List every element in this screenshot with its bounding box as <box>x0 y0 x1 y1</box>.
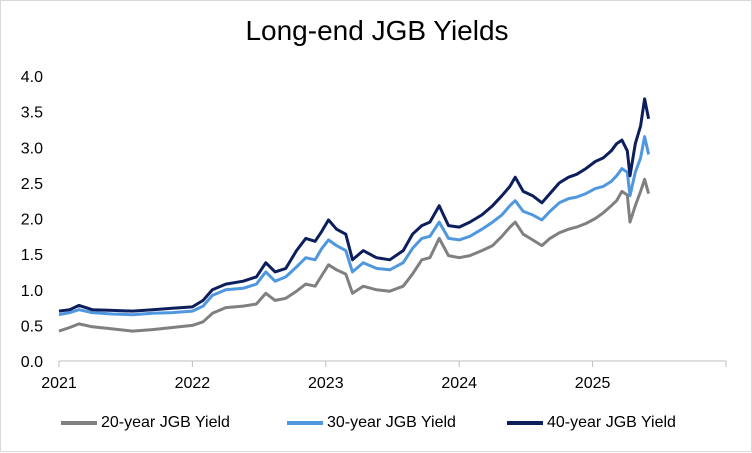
series-lines <box>58 97 651 333</box>
y-tick-label: 1.5 <box>21 247 43 264</box>
series-line-2 <box>58 97 651 313</box>
y-tick-label: 3.0 <box>21 140 43 157</box>
x-tick-label: 2021 <box>41 375 77 392</box>
y-tick-label: 2.5 <box>21 176 43 193</box>
y-tick-label: 3.5 <box>21 105 43 122</box>
legend-swatch-20y <box>61 421 97 425</box>
x-tick-label: 2023 <box>308 375 344 392</box>
y-tick-label: 0.5 <box>21 318 43 335</box>
series-line-0 <box>58 177 651 333</box>
y-tick-label: 4.0 <box>21 69 43 86</box>
x-axis: 2021 2022 2023 2024 2025 <box>41 360 727 392</box>
series-line-1 <box>58 135 651 317</box>
x-tick-label: 2022 <box>175 375 211 392</box>
x-tick-label: 2025 <box>575 375 611 392</box>
legend-item-20y: 20-year JGB Yield <box>61 409 230 437</box>
legend-label-20y: 20-year JGB Yield <box>101 414 230 431</box>
x-tick-label: 2024 <box>441 375 477 392</box>
legend-label-40y: 40-year JGB Yield <box>547 414 676 431</box>
legend-item-40y: 40-year JGB Yield <box>507 409 676 437</box>
y-axis: 0.0 0.5 1.0 1.5 2.0 2.5 3.0 3.5 4.0 <box>21 69 43 371</box>
y-tick-label: 1.0 <box>21 283 43 300</box>
legend-item-30y: 30-year JGB Yield <box>287 409 456 437</box>
chart-title: Long-end JGB Yields <box>245 15 509 46</box>
y-tick-label: 0.0 <box>21 354 43 371</box>
legend: 20-year JGB Yield 30-year JGB Yield 40-y… <box>1 409 752 437</box>
legend-swatch-30y <box>287 421 323 425</box>
y-tick-label: 2.0 <box>21 212 43 229</box>
legend-swatch-40y <box>507 421 543 425</box>
legend-label-30y: 30-year JGB Yield <box>327 414 456 431</box>
